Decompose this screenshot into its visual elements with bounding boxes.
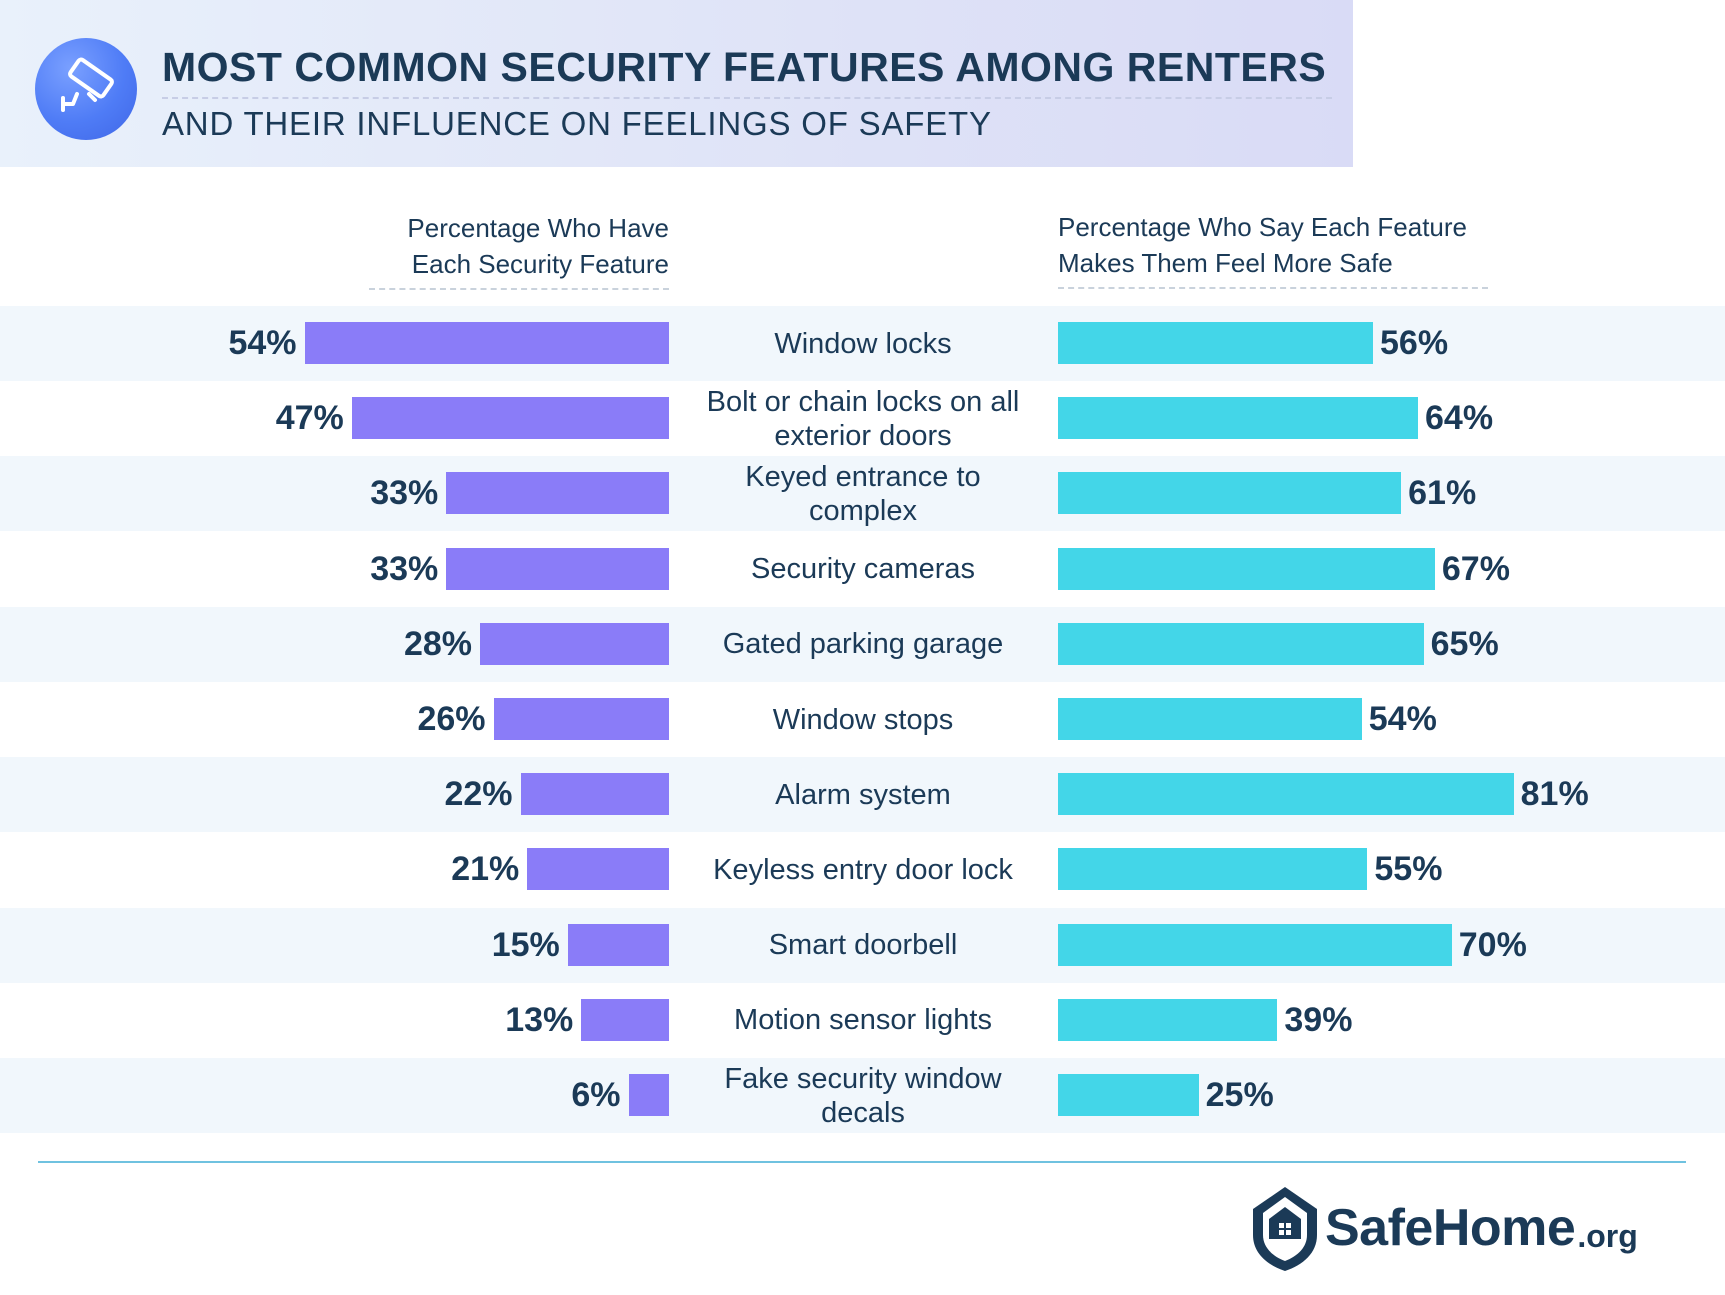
category-label: Smart doorbell xyxy=(768,929,958,962)
bar-have-feature xyxy=(527,848,669,891)
chart-row: 33% Keyed entrance to complex 61% xyxy=(0,456,1725,532)
value-label-feel-safe: 65% xyxy=(1430,624,1499,663)
bar-feel-safe xyxy=(1058,698,1362,740)
chart-row: 28% Gated parking garage 65% xyxy=(0,606,1725,682)
value-label-feel-safe: 81% xyxy=(1520,775,1589,814)
value-label-have-feature: 15% xyxy=(491,925,560,964)
bar-feel-safe xyxy=(1058,622,1424,665)
header-band xyxy=(0,0,1353,167)
value-label-feel-safe: 61% xyxy=(1408,474,1477,513)
category-label: Keyed entrance to complex xyxy=(745,460,981,527)
value-label-have-feature: 47% xyxy=(275,399,344,438)
chart-row: 22% Alarm system 81% xyxy=(0,757,1725,833)
bar-feel-safe xyxy=(1058,472,1402,515)
chart-row: 26% Window stops 54% xyxy=(0,682,1725,757)
category-label: Window stops xyxy=(772,703,954,736)
chart-row: 13% Motion sensor lights 39% xyxy=(0,983,1725,1058)
shield-house-icon xyxy=(1253,1187,1317,1271)
category-label: Fake security window decals xyxy=(724,1062,1002,1129)
category-label: Keyless entry door lock xyxy=(713,853,1013,886)
bar-have-feature xyxy=(628,1074,669,1116)
safehome-logo: SafeHome .org xyxy=(1245,1183,1638,1273)
value-label-feel-safe: 64% xyxy=(1425,399,1494,438)
security-camera-icon xyxy=(35,38,137,140)
bar-have-feature xyxy=(351,397,669,440)
value-label-feel-safe: 39% xyxy=(1284,1000,1353,1039)
chart-row: 6% Fake security window decals 25% xyxy=(0,1058,1725,1133)
chart-row: 15% Smart doorbell 70% xyxy=(0,907,1725,983)
chart-row: 33% Security cameras 67% xyxy=(0,532,1725,607)
bar-feel-safe xyxy=(1058,322,1373,364)
value-label-have-feature: 21% xyxy=(451,850,520,889)
value-label-feel-safe: 56% xyxy=(1380,324,1449,362)
bar-have-feature xyxy=(304,322,669,364)
category-label: Motion sensor lights xyxy=(734,1004,992,1037)
value-label-have-feature: 28% xyxy=(403,624,472,663)
value-label-have-feature: 33% xyxy=(370,474,439,513)
bar-have-feature xyxy=(567,923,669,966)
value-label-have-feature: 13% xyxy=(505,1000,574,1039)
bar-feel-safe xyxy=(1058,547,1435,590)
footer-divider xyxy=(38,1161,1686,1163)
value-label-have-feature: 26% xyxy=(417,700,486,738)
bar-feel-safe xyxy=(1058,848,1368,891)
value-label-feel-safe: 54% xyxy=(1368,700,1437,738)
bar-have-feature xyxy=(446,472,669,515)
value-label-have-feature: 54% xyxy=(228,324,297,362)
bar-have-feature xyxy=(581,998,669,1041)
bar-feel-safe xyxy=(1058,998,1278,1041)
chart-row: 21% Keyless entry door lock 55% xyxy=(0,832,1725,907)
chart-row: 54% Window locks 56% xyxy=(0,306,1725,381)
chart-subtitle: AND THEIR INFLUENCE ON FEELINGS OF SAFET… xyxy=(162,105,992,142)
bar-feel-safe xyxy=(1058,923,1452,966)
bar-have-feature xyxy=(520,773,669,816)
category-label: Window locks xyxy=(774,327,952,360)
category-label: Alarm system xyxy=(775,778,951,811)
bar-have-feature xyxy=(493,698,669,740)
category-label: Gated parking garage xyxy=(722,628,1004,661)
value-label-have-feature: 33% xyxy=(370,549,439,588)
value-label-feel-safe: 67% xyxy=(1441,549,1510,588)
title-divider xyxy=(162,97,1332,99)
category-label: Security cameras xyxy=(750,553,975,586)
chart-title: MOST COMMON SECURITY FEATURES AMONG RENT… xyxy=(162,44,1327,90)
logo-suffix: .org xyxy=(1577,1217,1638,1254)
value-label-have-feature: 22% xyxy=(444,775,513,814)
category-label: Bolt or chain locks on all exterior door… xyxy=(706,385,1020,452)
right-column-heading: Percentage Who Say Each Feature Makes Th… xyxy=(1058,209,1488,289)
bar-feel-safe xyxy=(1058,397,1418,440)
value-label-feel-safe: 25% xyxy=(1205,1076,1274,1114)
bar-feel-safe xyxy=(1058,1074,1199,1116)
left-column-heading: Percentage Who Have Each Security Featur… xyxy=(369,210,669,290)
bar-feel-safe xyxy=(1058,773,1514,816)
value-label-feel-safe: 70% xyxy=(1458,925,1527,964)
value-label-feel-safe: 55% xyxy=(1374,850,1443,889)
chart-row: 47% Bolt or chain locks on all exterior d… xyxy=(0,381,1725,456)
bar-have-feature xyxy=(446,547,669,590)
bar-have-feature xyxy=(480,622,669,665)
value-label-have-feature: 6% xyxy=(571,1076,621,1114)
logo-wordmark: SafeHome xyxy=(1325,1199,1576,1257)
